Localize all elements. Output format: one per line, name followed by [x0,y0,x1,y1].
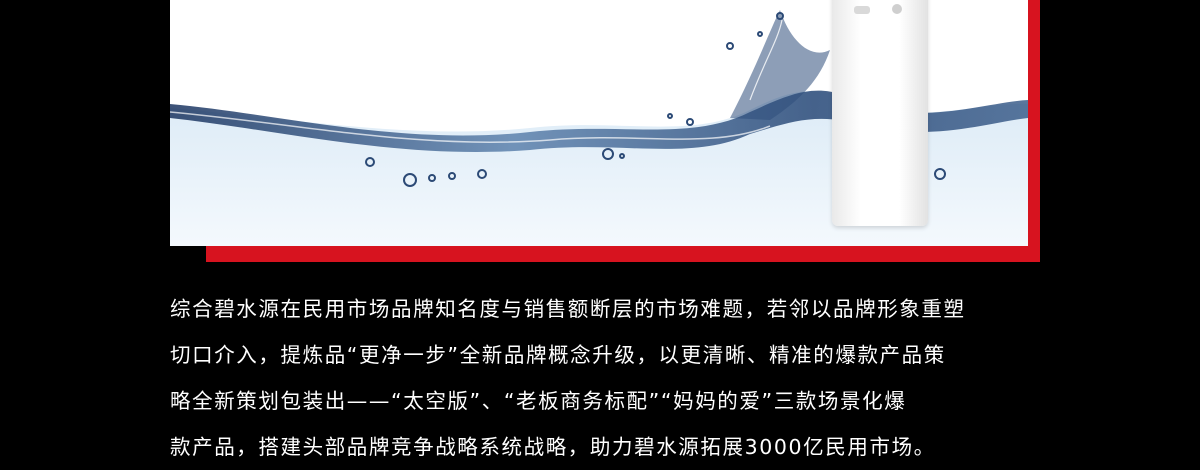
purifier-handle [854,6,870,14]
article-line: 略全新策划包装出——“太空版”、“老板商务标配”“妈妈的爱”三款场景化爆 [170,389,907,413]
purifier-button [892,4,902,14]
article-line: 切口介入，提炼品“更净一步”全新品牌概念升级，以更清晰、精准的爆款产品策 [170,343,946,367]
article-line: 款产品，搭建头部品牌竞争战略系统战略，助力碧水源拓展3000亿民用市场。 [170,435,936,459]
water-purifier-product [832,0,928,226]
article-paragraph: 综合碧水源在民用市场品牌知名度与销售额断层的市场难题，若邻以品牌形象重塑 切口介… [170,286,1042,470]
article-line: 综合碧水源在民用市场品牌知名度与销售额断层的市场难题，若邻以品牌形象重塑 [170,297,966,321]
water-splash-product-image [170,0,1028,246]
